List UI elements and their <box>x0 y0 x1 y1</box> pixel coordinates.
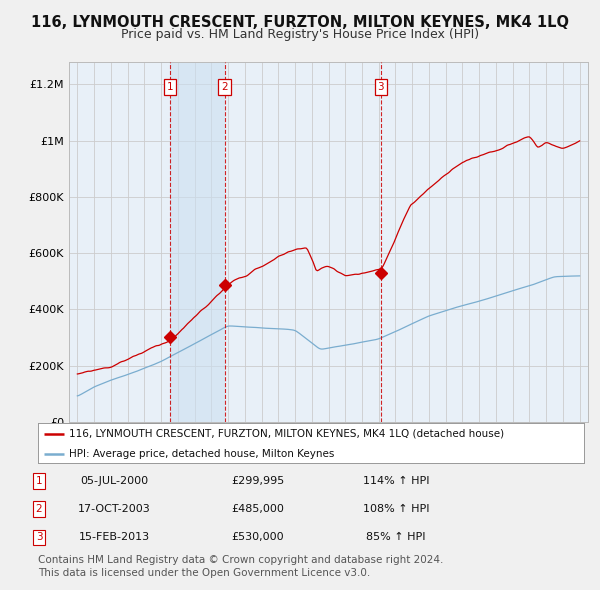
Text: 108% ↑ HPI: 108% ↑ HPI <box>363 504 429 514</box>
Bar <box>170 62 224 422</box>
Text: 116, LYNMOUTH CRESCENT, FURZTON, MILTON KEYNES, MK4 1LQ: 116, LYNMOUTH CRESCENT, FURZTON, MILTON … <box>31 15 569 30</box>
Text: 1: 1 <box>35 476 43 486</box>
Text: £530,000: £530,000 <box>232 533 284 542</box>
Text: 2: 2 <box>35 504 43 514</box>
Text: £299,995: £299,995 <box>232 476 284 486</box>
Text: £485,000: £485,000 <box>232 504 284 514</box>
Text: 116, LYNMOUTH CRESCENT, FURZTON, MILTON KEYNES, MK4 1LQ (detached house): 116, LYNMOUTH CRESCENT, FURZTON, MILTON … <box>69 429 504 439</box>
Text: Price paid vs. HM Land Registry's House Price Index (HPI): Price paid vs. HM Land Registry's House … <box>121 28 479 41</box>
Text: Contains HM Land Registry data © Crown copyright and database right 2024.: Contains HM Land Registry data © Crown c… <box>38 555 443 565</box>
Text: This data is licensed under the Open Government Licence v3.0.: This data is licensed under the Open Gov… <box>38 568 370 578</box>
Text: 05-JUL-2000: 05-JUL-2000 <box>80 476 148 486</box>
Text: 17-OCT-2003: 17-OCT-2003 <box>77 504 151 514</box>
Text: 2: 2 <box>221 82 228 92</box>
Text: 15-FEB-2013: 15-FEB-2013 <box>79 533 149 542</box>
Text: HPI: Average price, detached house, Milton Keynes: HPI: Average price, detached house, Milt… <box>69 450 334 460</box>
Text: 3: 3 <box>35 533 43 542</box>
Text: 114% ↑ HPI: 114% ↑ HPI <box>363 476 429 486</box>
Text: 85% ↑ HPI: 85% ↑ HPI <box>366 533 426 542</box>
Text: 1: 1 <box>167 82 173 92</box>
Text: 3: 3 <box>377 82 384 92</box>
